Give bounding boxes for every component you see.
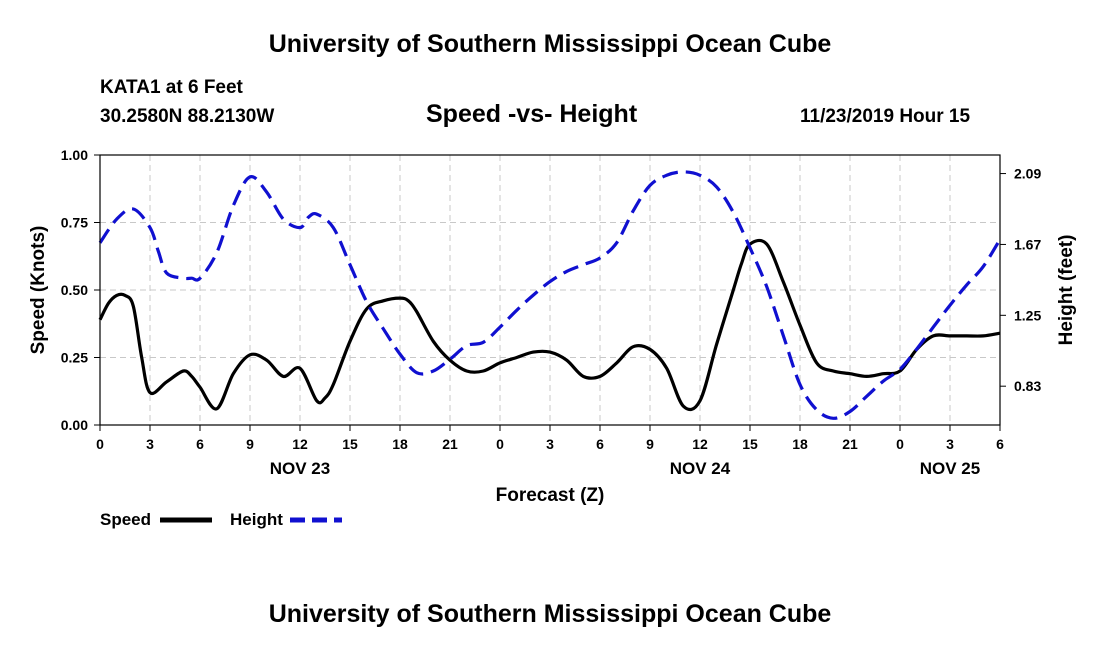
x-tick-label: 9 xyxy=(246,436,254,452)
legend-height-label: Height xyxy=(230,510,283,529)
page-title-bottom: University of Southern Mississippi Ocean… xyxy=(268,600,832,628)
station-coords: 30.2580N 88.2130W xyxy=(100,106,275,127)
x-tick-label: 0 xyxy=(896,436,904,452)
forecast-timestamp: 11/23/2019 Hour 15 xyxy=(800,106,971,127)
axes: 0 3 6 9 12 15 18 21 0 3 6 9 12 15 18 21 0 3 6 0.00 0.25 0.50 0… xyxy=(28,147,1077,506)
x-tick-label: 15 xyxy=(342,436,358,452)
x-tick-label: 18 xyxy=(792,436,808,452)
x-tick-label: 6 xyxy=(596,436,604,452)
y-tick-label: 0.50 xyxy=(61,282,88,298)
page-title-top: University of Southern Mississippi Ocean… xyxy=(268,30,832,58)
x-tick-label: 6 xyxy=(996,436,1004,452)
x-axis-title: Forecast (Z) xyxy=(496,485,605,506)
y-tick-label: 0.75 xyxy=(61,215,88,231)
x-date-label: NOV 23 xyxy=(270,459,330,478)
x-tick-label: 21 xyxy=(842,436,858,452)
x-date-label: NOV 24 xyxy=(670,459,731,478)
x-tick-label: 3 xyxy=(146,436,154,452)
x-tick-label: 18 xyxy=(392,436,408,452)
x-tick-label: 9 xyxy=(646,436,654,452)
speed-series-line xyxy=(98,238,1001,412)
y-axis-title: Speed (Knots) xyxy=(28,226,49,355)
chart-title: Speed -vs- Height xyxy=(426,100,638,128)
y-tick-label: 0.25 xyxy=(61,350,88,366)
x-tick-label: 21 xyxy=(442,436,458,452)
station-label: KATA1 at 6 Feet xyxy=(100,77,243,98)
y2-axis-title: Height (feet) xyxy=(1056,235,1077,346)
x-tick-label: 3 xyxy=(946,436,954,452)
y2-tick-label: 2.09 xyxy=(1014,166,1041,182)
x-tick-label: 12 xyxy=(292,436,308,452)
x-tick-label: 0 xyxy=(496,436,504,452)
x-date-label: NOV 25 xyxy=(920,459,980,478)
x-tick-label: 6 xyxy=(196,436,204,452)
y2-tick-label: 0.83 xyxy=(1014,378,1041,394)
grid-lines xyxy=(100,155,1000,425)
y2-tick-label: 1.25 xyxy=(1014,307,1041,323)
x-tick-label: 3 xyxy=(546,436,554,452)
series-lines xyxy=(98,170,1002,420)
x-tick-label: 12 xyxy=(692,436,708,452)
y-tick-label: 0.00 xyxy=(61,417,88,433)
y-tick-label: 1.00 xyxy=(61,147,88,163)
x-tick-label: 0 xyxy=(96,436,104,452)
y2-tick-label: 1.67 xyxy=(1014,236,1041,252)
x-tick-label: 15 xyxy=(742,436,758,452)
legend-speed-label: Speed xyxy=(100,510,151,529)
